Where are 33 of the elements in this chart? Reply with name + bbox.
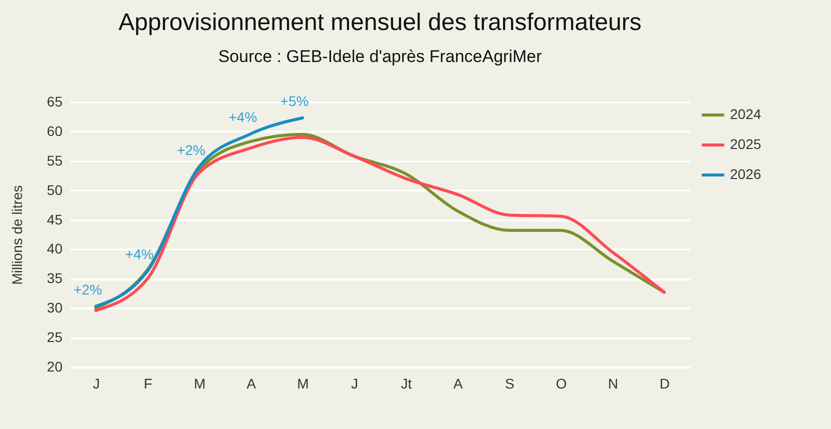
y-tick-label: 30	[46, 300, 63, 316]
y-axis-title: Millions de litres	[8, 185, 25, 285]
y-tick-label: 20	[46, 358, 63, 374]
x-tick-label: A	[246, 376, 257, 392]
x-tick-label: J	[351, 376, 358, 392]
annotation: +5%	[280, 92, 309, 109]
y-tick-label: 40	[46, 240, 63, 257]
x-tick-label: F	[144, 376, 152, 392]
x-tick-label: Jt	[400, 376, 412, 392]
legend-label: 2024	[730, 106, 762, 122]
x-tick-label: J	[92, 376, 100, 392]
y-tick-label: 55	[46, 152, 63, 168]
y-tick-label: 25	[46, 329, 63, 346]
y-tick-label: 65	[46, 94, 63, 110]
y-tick-label: 50	[46, 182, 63, 198]
x-tick-label: O	[556, 376, 567, 392]
legend-label: 2026	[730, 166, 762, 182]
y-tick-label: 60	[46, 122, 63, 139]
legend-label: 2025	[730, 136, 762, 152]
y-tick-label: 35	[46, 270, 63, 286]
y-tick-label: 45	[46, 211, 63, 228]
x-tick-label: N	[608, 376, 618, 392]
chart-subtitle: Source : GEB-Idele d'après FranceAgriMer	[218, 46, 542, 66]
x-tick-label: M	[297, 376, 309, 392]
x-tick-label: M	[194, 376, 206, 392]
chart-title: Approvisionnement mensuel des transformateurs	[118, 8, 642, 36]
annotation: +4%	[125, 246, 154, 262]
x-tick-label: A	[453, 376, 464, 392]
annotation: +4%	[228, 108, 258, 125]
annotation: +2%	[176, 142, 206, 158]
annotation: +2%	[74, 281, 102, 298]
x-tick-label: S	[504, 376, 514, 392]
x-tick-label: D	[660, 376, 670, 392]
